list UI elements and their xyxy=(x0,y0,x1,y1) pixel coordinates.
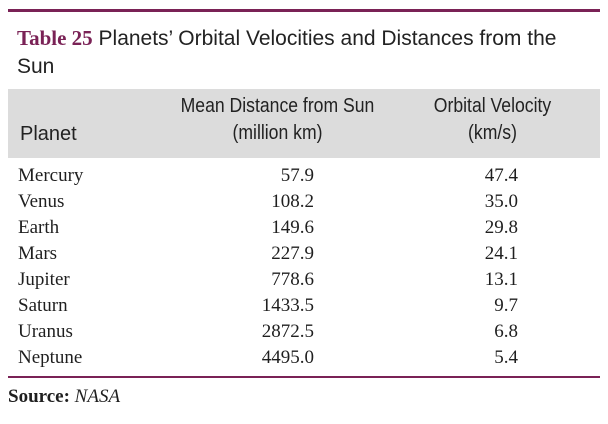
table-row: Saturn 1433.5 9.7 xyxy=(8,293,600,319)
header-velocity-title: Orbital Velocity xyxy=(433,95,552,117)
velocity-value: 9.7 xyxy=(494,295,518,316)
header-distance-unit: (million km) xyxy=(232,122,323,144)
top-rule xyxy=(8,9,600,12)
planet-name: Earth xyxy=(18,217,60,238)
header-velocity-unit: (km/s) xyxy=(468,122,517,144)
header-distance-title: Mean Distance from Sun xyxy=(180,95,375,117)
planet-name: Mars xyxy=(18,243,58,264)
source-value: NASA xyxy=(74,386,121,407)
bottom-rule xyxy=(8,376,600,378)
source-note: Source: NASA xyxy=(8,384,120,410)
distance-value: 1433.5 xyxy=(261,295,314,316)
header-velocity: Orbital Velocity (km/s) xyxy=(416,93,570,147)
distance-value: 227.9 xyxy=(271,243,314,264)
distance-value: 108.2 xyxy=(271,191,314,212)
header-band xyxy=(8,89,600,158)
table-row: Jupiter 778.6 13.1 xyxy=(8,267,600,293)
distance-value: 2872.5 xyxy=(261,321,314,342)
velocity-value: 47.4 xyxy=(484,165,518,186)
planet-name: Saturn xyxy=(18,295,68,316)
table-row: Neptune 4495.0 5.4 xyxy=(8,345,600,371)
distance-value: 4495.0 xyxy=(261,347,314,368)
velocity-value: 24.1 xyxy=(484,243,518,264)
table-caption: Table 25 Planets’ Orbital Velocities and… xyxy=(17,24,587,81)
velocity-value: 29.8 xyxy=(484,217,518,238)
planet-name: Uranus xyxy=(18,321,73,342)
header-planet: Planet xyxy=(20,123,77,145)
table-number: Table 25 xyxy=(17,26,93,50)
planet-name: Venus xyxy=(18,191,65,212)
planet-name: Mercury xyxy=(18,165,84,186)
velocity-value: 13.1 xyxy=(484,269,518,290)
table-row: Venus 108.2 35.0 xyxy=(8,189,600,215)
distance-value: 778.6 xyxy=(271,269,314,290)
velocity-value: 6.8 xyxy=(494,321,518,342)
table-row: Mercury 57.9 47.4 xyxy=(8,163,600,189)
distance-value: 57.9 xyxy=(280,165,314,186)
source-label: Source: xyxy=(8,386,70,407)
table-row: Earth 149.6 29.8 xyxy=(8,215,600,241)
distance-value: 149.6 xyxy=(271,217,314,238)
table-title: Planets’ Orbital Velocities and Distance… xyxy=(17,27,557,78)
velocity-value: 5.4 xyxy=(494,347,518,368)
header-distance: Mean Distance from Sun (million km) xyxy=(170,93,386,147)
planet-name: Neptune xyxy=(18,347,83,368)
planet-name: Jupiter xyxy=(18,269,70,290)
table-row: Uranus 2872.5 6.8 xyxy=(8,319,600,345)
table-row: Mars 227.9 24.1 xyxy=(8,241,600,267)
velocity-value: 35.0 xyxy=(484,191,518,212)
